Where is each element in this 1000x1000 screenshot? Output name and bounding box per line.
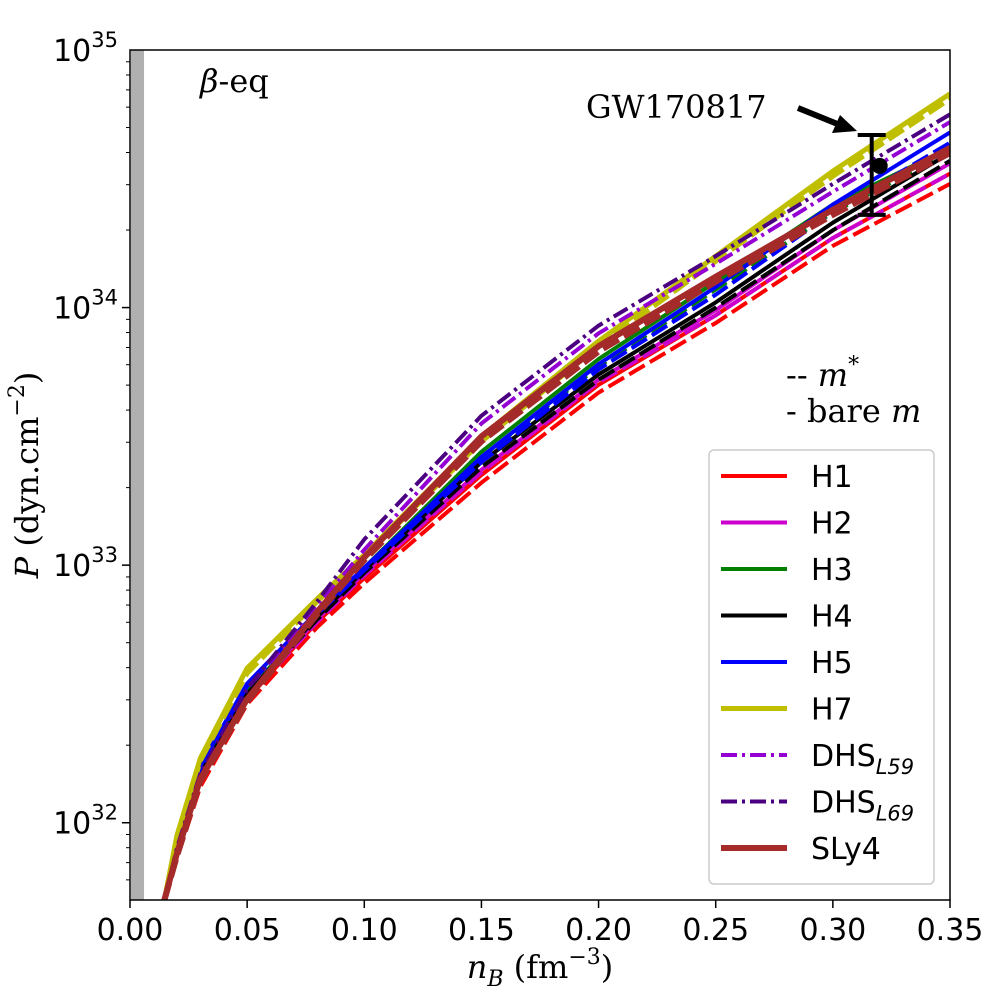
y-tick-label: 1032: [53, 801, 118, 842]
series-h1-mstar-line: [162, 182, 950, 900]
x-tick-label: 0.00: [97, 913, 164, 948]
plot-frame: [129, 49, 951, 901]
gw170817-constraint: [796, 105, 888, 217]
legend-label-h5: H5: [811, 646, 853, 681]
mstar-note: -- m*: [786, 353, 859, 394]
legend: H1 H2 H3 H4 H5 H7 DHSL59 DHSL69 SLy4: [708, 449, 935, 885]
legend-label-h7: H7: [811, 693, 853, 728]
series-sly4-mstar-line: [161, 150, 950, 900]
y-tick-label: 1033: [53, 543, 118, 584]
gw-arrow-head: [832, 115, 857, 133]
x-tick-label: 0.35: [917, 913, 984, 948]
legend-label-h2: H2: [811, 507, 853, 542]
x-tick-label: 0.30: [799, 913, 866, 948]
series-dhs-l69-line: [162, 112, 950, 900]
y-axis: 1032 1033 1034 1035: [53, 28, 130, 881]
series-dhs-l59-line: [162, 120, 950, 900]
legend-label-h1: H1: [811, 460, 853, 495]
legend-box: [708, 449, 935, 885]
y-tick-label: 1035: [53, 28, 118, 69]
legend-label-h3: H3: [811, 553, 853, 588]
legend-label-dhs-l59: DHSL59: [811, 739, 914, 779]
legend-label-sly4: SLy4: [811, 832, 881, 867]
x-axis: 0.00 0.05 0.10 0.15 0.20 0.25 0.30 0.35: [97, 900, 984, 948]
x-tick-label: 0.05: [214, 913, 281, 948]
beta-eq-annotation: β-eq: [199, 62, 269, 100]
y-tick-label: 1034: [53, 286, 118, 327]
x-tick-label: 0.15: [448, 913, 515, 948]
gw-point: [871, 157, 888, 174]
gw-arrow-shaft: [796, 105, 842, 128]
bare-m-note: - bare m: [786, 392, 921, 430]
legend-label-h4: H4: [811, 600, 853, 635]
x-tick-label: 0.25: [682, 913, 749, 948]
x-axis-label: nB (fm−3): [467, 945, 614, 992]
gw170817-label: GW170817: [586, 88, 767, 126]
legend-label-dhs-l69: DHSL69: [811, 786, 914, 826]
y-axis-label: P (dyn.cm−2): [5, 372, 46, 580]
shaded-band: [131, 50, 145, 900]
series-layer: [161, 91, 950, 900]
x-tick-label: 0.20: [565, 913, 632, 948]
x-tick-label: 0.10: [331, 913, 398, 948]
